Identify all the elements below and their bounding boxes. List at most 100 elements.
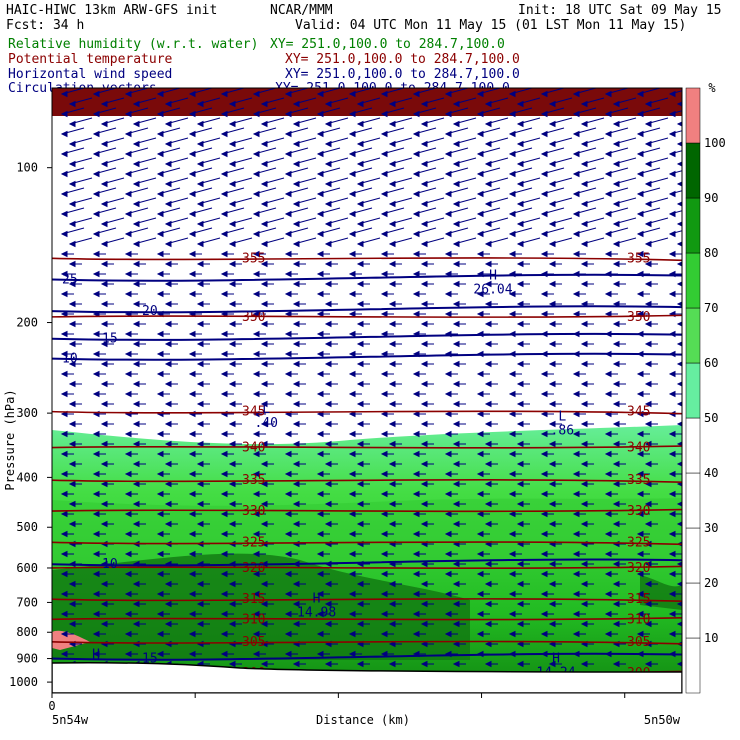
wind-vector-head	[92, 470, 100, 478]
wind-vector-head	[676, 601, 682, 607]
theta-contour-label: 335	[242, 473, 265, 488]
wind-vector-head	[388, 660, 396, 668]
wind-vector-head	[156, 190, 164, 198]
wind-vector-head	[476, 150, 484, 158]
wind-vector-head	[100, 360, 108, 368]
wind-vector-head	[60, 130, 68, 138]
wind-vector-head	[188, 490, 196, 498]
wind-vector-head	[196, 100, 204, 108]
wind-vector-head	[508, 290, 516, 298]
theta-contour-label: 345	[627, 405, 650, 420]
wind-vector-head	[196, 600, 204, 608]
wind-vector-head	[676, 581, 682, 587]
wind-vector-head	[668, 430, 676, 438]
wind-vector-head	[612, 200, 620, 208]
theta-contour	[52, 640, 682, 645]
wind-vector-head	[292, 160, 300, 168]
wind-vector-head	[484, 320, 492, 328]
wind-vector-head	[124, 590, 132, 598]
wind-vector-head	[580, 360, 588, 368]
wind-vector-head	[356, 160, 364, 168]
wind-vector-head	[676, 661, 682, 667]
wind-vector-head	[196, 580, 204, 588]
wind-vector-head	[484, 600, 492, 608]
y-tick-label: 900	[16, 652, 38, 666]
colorbar: 10 20 30 40 50 60 70 80 90 100	[685, 87, 726, 694]
wind-vector-head	[324, 280, 332, 288]
wind-vector-head	[516, 360, 524, 368]
wind-vector-head	[484, 580, 492, 588]
wind-vector-head	[668, 530, 676, 538]
wind-vector-head	[356, 300, 364, 308]
wind-vector-head	[348, 250, 356, 258]
wind-vector-head	[452, 160, 460, 168]
wind-vector-head	[516, 240, 524, 248]
theta-contours: 3003003053053103103153153203203253253303…	[52, 251, 682, 681]
wind-vector-head	[188, 110, 196, 118]
wind-vector-head	[636, 90, 644, 98]
wind-vector-head	[292, 600, 300, 608]
wind-vector-head	[612, 380, 620, 388]
wind-vector-head	[292, 460, 300, 468]
wind-vector-head	[452, 240, 460, 248]
wind-vector-head	[644, 320, 652, 328]
wind-vector-head	[196, 140, 204, 148]
wind-vector-head	[284, 170, 292, 178]
wind-vector-head	[420, 580, 428, 588]
field-wind-name: Horizontal wind speed	[8, 67, 172, 82]
wind-vector-head	[380, 290, 388, 298]
wind-vector-head	[292, 500, 300, 508]
wind-vector-head	[572, 290, 580, 298]
wind-vector-head	[388, 500, 396, 508]
wind-vector-head	[580, 380, 588, 388]
wind-vector-head	[380, 110, 388, 118]
wind-vector-head	[60, 350, 68, 358]
wind-vector-head	[452, 620, 460, 628]
wind-vector-head	[60, 250, 68, 258]
wind-vector-head	[580, 100, 588, 108]
wind-vector-head	[548, 500, 556, 508]
wind-vector-head	[380, 150, 388, 158]
wind-vector-head	[68, 100, 76, 108]
field-theta-name: Potential temperature	[8, 52, 173, 67]
y-tick-label: 800	[16, 625, 38, 639]
wind-vector-head	[220, 290, 228, 298]
wind-vector-head	[676, 461, 682, 467]
wind-vector-head	[100, 480, 108, 488]
wind-vector-head	[124, 90, 132, 98]
wind-vector-head	[508, 630, 516, 638]
wind-vector-head	[452, 100, 460, 108]
wind-vector-head	[252, 270, 260, 278]
wind-vector-head	[188, 290, 196, 298]
wind-vector-head	[508, 90, 516, 98]
wind-vector-head	[612, 300, 620, 308]
wind-vector-head	[572, 490, 580, 498]
wind-vector-head	[316, 110, 324, 118]
wind-vector-head	[676, 181, 682, 187]
wind-vector-head	[252, 370, 260, 378]
wind-vector-head	[316, 510, 324, 518]
wind-vector-head	[604, 530, 612, 538]
wind-vector-head	[292, 180, 300, 188]
wind-vector-head	[540, 410, 548, 418]
wind-vector-head	[68, 480, 76, 488]
wind-vector-head	[476, 230, 484, 238]
wind-vector-head	[548, 140, 556, 148]
y-tick-label: 400	[16, 470, 38, 484]
wind-vector-head	[444, 410, 452, 418]
wind-vector-head	[292, 120, 300, 128]
wind-vector-head	[580, 500, 588, 508]
wind-vector-head	[580, 660, 588, 668]
wind-vector-head	[284, 210, 292, 218]
wind-vector-head	[388, 440, 396, 448]
wind-vector-head	[508, 230, 516, 238]
wind-vector-head	[348, 590, 356, 598]
wind-vector-head	[132, 520, 140, 528]
wind-vector-head	[484, 620, 492, 628]
wind-vector-head	[156, 210, 164, 218]
wind-vector-head	[132, 340, 140, 348]
wind-vector-head	[348, 110, 356, 118]
wind-vector-head	[260, 180, 268, 188]
wind-vector-head	[484, 420, 492, 428]
wind-vector-head	[516, 560, 524, 568]
